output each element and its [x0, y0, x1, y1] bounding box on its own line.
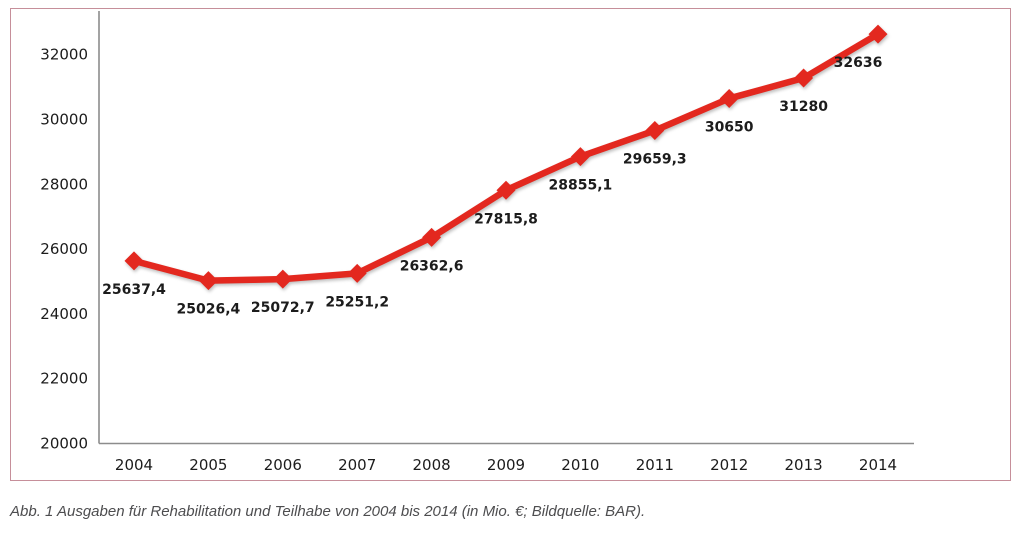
x-tick-label: 2013	[785, 456, 823, 474]
y-tick-label: 28000	[40, 175, 88, 193]
data-point-marker	[422, 227, 442, 247]
x-tick-label: 2014	[859, 456, 897, 474]
y-tick-label: 26000	[40, 240, 88, 258]
data-point-marker	[496, 180, 516, 200]
y-tick-label: 22000	[40, 370, 88, 388]
data-point-marker	[868, 24, 888, 44]
x-tick-label: 2011	[636, 456, 674, 474]
data-point-label: 29659,3	[623, 152, 687, 168]
y-tick-label: 30000	[40, 111, 88, 129]
data-point-marker	[124, 251, 144, 271]
x-tick-label: 2012	[710, 456, 748, 474]
data-point-label: 31280	[779, 99, 828, 115]
data-point-marker	[645, 121, 665, 141]
expenditure-line-chart: 20000 22000 24000 26000 28000 30000 32000 2004 2…	[40, 11, 914, 474]
data-point-marker	[570, 147, 590, 167]
y-tick-label: 24000	[40, 305, 88, 323]
x-tick-label: 2005	[189, 456, 227, 474]
x-tick-label: 2008	[413, 456, 451, 474]
data-point-label: 30650	[705, 119, 754, 135]
x-tick-label: 2010	[561, 456, 599, 474]
data-point-label: 28855,1	[549, 178, 613, 194]
data-point-label: 25072,7	[251, 300, 315, 316]
figure-caption: Abb. 1 Ausgaben für Rehabilitation und T…	[10, 503, 646, 520]
y-tick-label: 32000	[40, 46, 88, 64]
data-point-label: 26362,6	[400, 258, 464, 274]
data-point-marker	[719, 88, 739, 108]
x-tick-label: 2009	[487, 456, 525, 474]
series-line-group	[124, 24, 888, 291]
x-tick-label: 2004	[115, 456, 153, 474]
series-line	[130, 30, 882, 284]
data-point-marker	[347, 263, 367, 283]
data-point-label: 25026,4	[177, 302, 241, 318]
data-point-marker	[198, 271, 218, 291]
data-point-label: 25637,4	[102, 282, 166, 298]
y-tick-label: 20000	[40, 435, 88, 453]
data-point-label: 32636	[834, 55, 883, 71]
data-point-label: 25251,2	[325, 294, 389, 310]
x-tick-label: 2007	[338, 456, 376, 474]
data-point-marker	[273, 269, 293, 289]
figure-frame: 20000 22000 24000 26000 28000 30000 32000 2004 2…	[10, 8, 1011, 481]
data-point-label: 27815,8	[474, 211, 538, 227]
data-point-marker	[794, 68, 814, 88]
x-tick-label: 2006	[264, 456, 302, 474]
